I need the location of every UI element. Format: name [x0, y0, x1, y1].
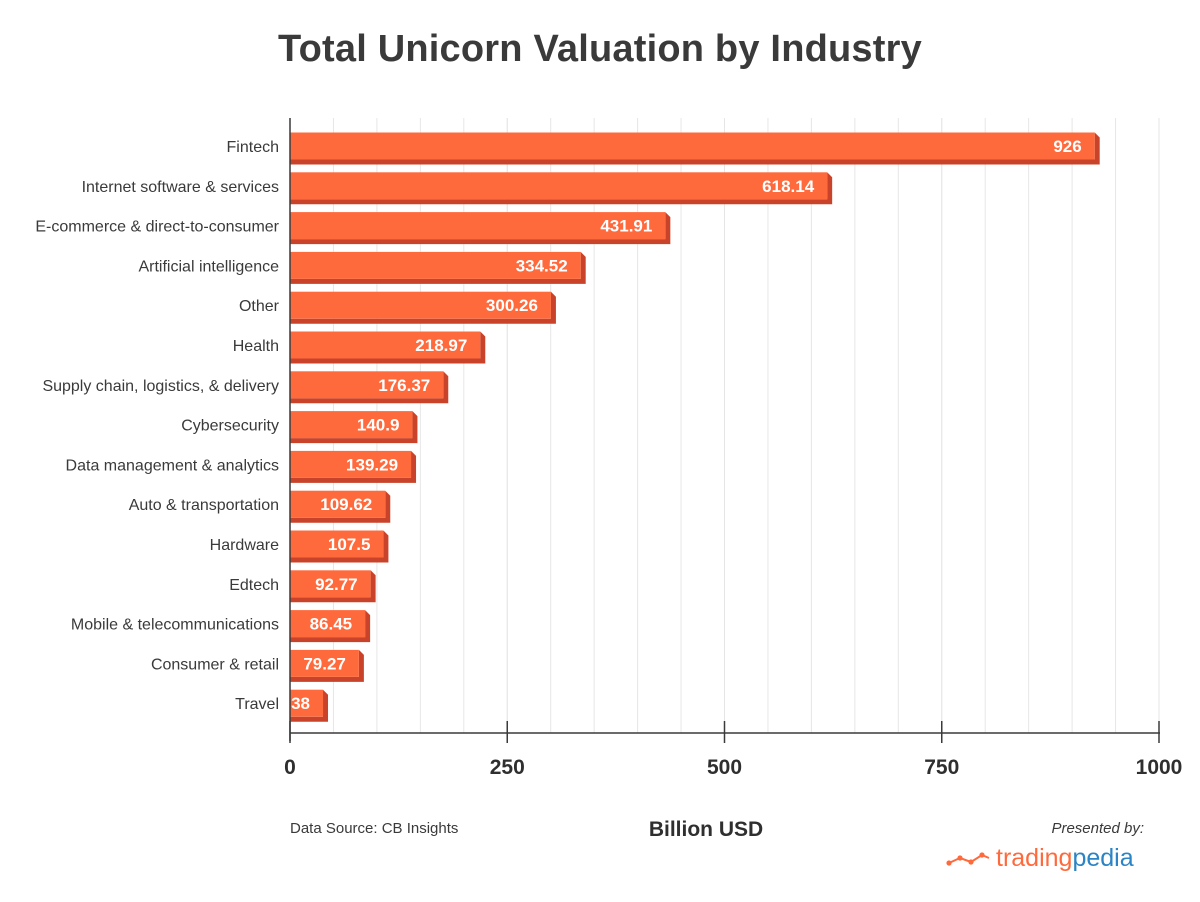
- value-label: 176.37: [378, 376, 430, 395]
- bar: [290, 172, 828, 200]
- bar-shadow: [290, 411, 418, 444]
- bar: [290, 251, 581, 279]
- tradingpedia-logo: tradingpedia: [946, 842, 1146, 874]
- x-tick-label: 250: [490, 756, 525, 779]
- category-label: Artificial intelligence: [138, 258, 279, 275]
- category-label: Data management & analytics: [66, 457, 279, 474]
- bar-shadow: [290, 371, 449, 404]
- bar-shadow: [290, 212, 671, 245]
- value-label: 86.45: [310, 615, 353, 634]
- trend-line-icon: [946, 852, 990, 866]
- bar: [290, 490, 386, 518]
- bar: [290, 689, 324, 717]
- bar-shadow: [290, 450, 417, 483]
- bar: [290, 450, 412, 478]
- bar: [290, 212, 666, 240]
- category-label: Travel: [235, 696, 279, 713]
- value-label: 107.5: [328, 535, 371, 554]
- bar: [290, 411, 413, 439]
- bar: [290, 291, 551, 319]
- bar-shadow: [290, 570, 376, 603]
- chart-title: Total Unicorn Valuation by Industry: [278, 28, 922, 70]
- bar: [290, 570, 371, 598]
- value-label: 79.27: [303, 654, 346, 673]
- bar: [290, 530, 384, 558]
- bar-shadow: [290, 331, 486, 364]
- category-label: Auto & transportation: [129, 497, 279, 514]
- bar: [290, 649, 359, 677]
- bar-shadow: [290, 172, 833, 205]
- bar: [290, 371, 444, 399]
- category-label: Health: [233, 338, 279, 355]
- value-label: 139.29: [346, 455, 398, 474]
- bar: [290, 331, 481, 359]
- value-label: 300.26: [486, 296, 538, 315]
- bar: [290, 132, 1095, 160]
- category-label: Cybersecurity: [181, 418, 279, 435]
- value-label: 334.52: [516, 256, 568, 275]
- category-label: Consumer & retail: [151, 656, 279, 673]
- category-label: Fintech: [227, 139, 279, 156]
- category-label: Hardware: [210, 537, 279, 554]
- bar: [290, 610, 366, 638]
- data-source: Data Source: CB Insights: [290, 820, 459, 837]
- x-tick-label: 1000: [1136, 756, 1183, 779]
- bar-shadow: [290, 530, 389, 563]
- value-label: 431.91: [600, 217, 652, 236]
- bar-shadow: [290, 490, 391, 523]
- x-tick-label: 500: [707, 756, 742, 779]
- bar-shadow: [290, 132, 1100, 165]
- category-label: Mobile & telecommunications: [71, 617, 279, 634]
- brand-text-pedia: pedia: [1072, 843, 1134, 872]
- x-axis-label: Billion USD: [648, 818, 764, 841]
- value-label: 618.14: [762, 177, 815, 196]
- category-label: Other: [239, 298, 280, 315]
- bar-chart: Fintech 926 Internet software & services 61…: [35, 118, 1183, 779]
- value-label: 926: [1053, 137, 1081, 156]
- presented-by-label: Presented by:: [1051, 820, 1144, 837]
- value-label: 218.97: [415, 336, 467, 355]
- bar-shadow: [290, 251, 586, 284]
- x-tick-label: 750: [924, 756, 959, 779]
- bar-shadow: [290, 649, 364, 682]
- value-label: 140.9: [357, 416, 400, 435]
- bar-shadow: [290, 689, 329, 722]
- value-label: 38: [291, 694, 310, 713]
- value-label: 92.77: [315, 575, 358, 594]
- category-label: Internet software & services: [82, 179, 279, 196]
- category-label: Edtech: [229, 577, 279, 594]
- category-label: Supply chain, logistics, & delivery: [42, 378, 279, 395]
- x-tick-label: 0: [284, 756, 296, 779]
- value-label: 109.62: [320, 495, 372, 514]
- brand-text-trading: trading: [996, 843, 1073, 872]
- bar-shadow: [290, 291, 556, 324]
- bar-shadow: [290, 610, 371, 643]
- category-label: E-commerce & direct-to-consumer: [35, 219, 279, 236]
